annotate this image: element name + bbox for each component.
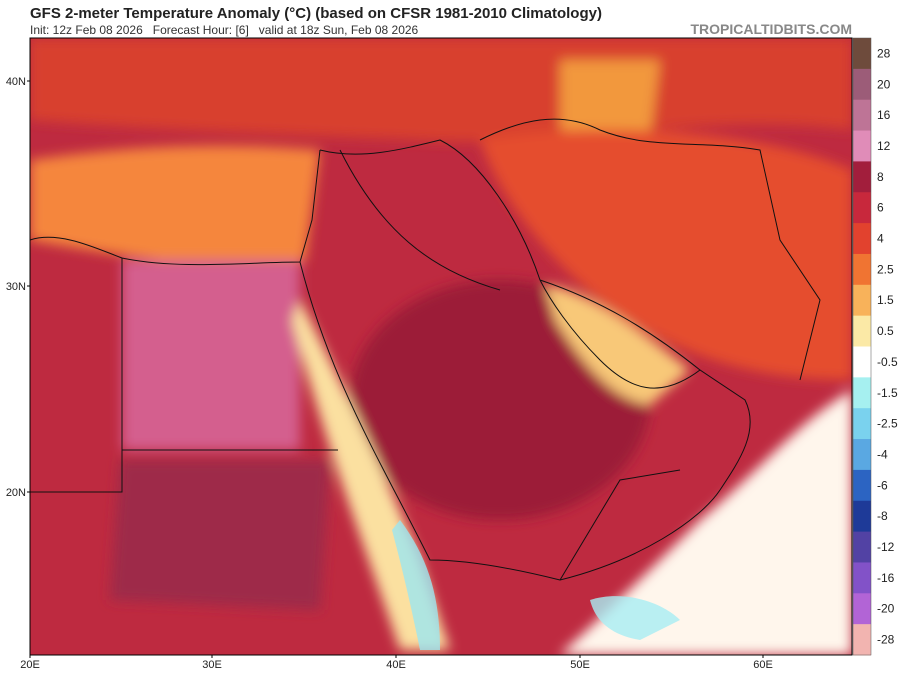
colorbar-swatch bbox=[853, 562, 871, 594]
title: GFS 2-meter Temperature Anomaly (°C) (ba… bbox=[30, 5, 602, 22]
lon-label: 60E bbox=[753, 659, 773, 671]
colorbar-swatch bbox=[853, 99, 871, 132]
lon-label: 50E bbox=[570, 659, 590, 671]
colorbar-label: 28 bbox=[877, 46, 891, 60]
colorbar-label: 0.5 bbox=[877, 324, 894, 338]
colorbar-swatch bbox=[853, 377, 871, 409]
colorbar-label: -0.5 bbox=[877, 355, 898, 369]
colorbar-swatch bbox=[853, 284, 871, 317]
map-frame bbox=[29, 37, 853, 656]
map bbox=[30, 38, 852, 655]
colorbar-swatch bbox=[853, 38, 871, 70]
colorbar-swatch bbox=[853, 130, 871, 162]
colorbar-label: -20 bbox=[877, 602, 895, 616]
colorbar-swatch bbox=[853, 346, 871, 378]
lat-label: 20N bbox=[6, 487, 26, 499]
colorbar-swatch bbox=[853, 253, 871, 286]
colorbar-swatch bbox=[853, 408, 871, 440]
colorbar-label: -4 bbox=[877, 447, 888, 461]
lon-labels: 20E 30E 40E 50E 60E bbox=[20, 655, 773, 671]
colorbar-label: 16 bbox=[877, 108, 891, 122]
colorbar-swatch bbox=[853, 593, 871, 625]
colorbar-swatch bbox=[853, 500, 871, 533]
source: TROPICALTIDBITS.COM bbox=[690, 21, 852, 37]
lon-label: 20E bbox=[20, 659, 40, 671]
colorbar-label: -28 bbox=[877, 633, 895, 647]
colorbar-swatch bbox=[853, 624, 871, 656]
colorbar-swatch bbox=[853, 315, 871, 347]
colorbar-label: 2.5 bbox=[877, 262, 894, 276]
colorbar-swatch bbox=[853, 531, 871, 563]
colorbar-label: -16 bbox=[877, 571, 895, 585]
colorbar-label: 20 bbox=[877, 77, 891, 91]
colorbar-label: 4 bbox=[877, 232, 884, 246]
colorbar-swatch bbox=[853, 68, 871, 101]
lon-label: 40E bbox=[386, 659, 406, 671]
colorbar-label: -12 bbox=[877, 540, 895, 554]
colorbar-swatch bbox=[853, 161, 871, 193]
colorbar-swatch bbox=[853, 223, 871, 255]
colorbar-swatch bbox=[853, 192, 871, 224]
lat-labels: 40N 30N 20N bbox=[6, 76, 30, 499]
colorbar-label: -1.5 bbox=[877, 386, 898, 400]
colorbar-swatch bbox=[853, 469, 871, 502]
colorbar: 28 20 16 12 8 6 4 2.5 1.5 0.5 -0.5 -1.5 -2.5 -4 -6 -8 -1… bbox=[852, 37, 898, 656]
colorbar-label: -2.5 bbox=[877, 417, 898, 431]
colorbar-label: 6 bbox=[877, 201, 884, 215]
lat-label: 30N bbox=[6, 281, 26, 293]
subtitle: Init: 12z Feb 08 2026 Forecast Hour: [6]… bbox=[30, 23, 419, 37]
colorbar-label: 1.5 bbox=[877, 293, 894, 307]
lat-label: 40N bbox=[6, 76, 26, 88]
colorbar-label: 12 bbox=[877, 139, 891, 153]
colorbar-frame bbox=[852, 37, 872, 656]
colorbar-label: -8 bbox=[877, 509, 888, 523]
colorbar-label: -6 bbox=[877, 478, 888, 492]
colorbar-label: 8 bbox=[877, 170, 884, 184]
colorbar-swatch bbox=[853, 439, 871, 471]
lon-label: 30E bbox=[202, 659, 222, 671]
